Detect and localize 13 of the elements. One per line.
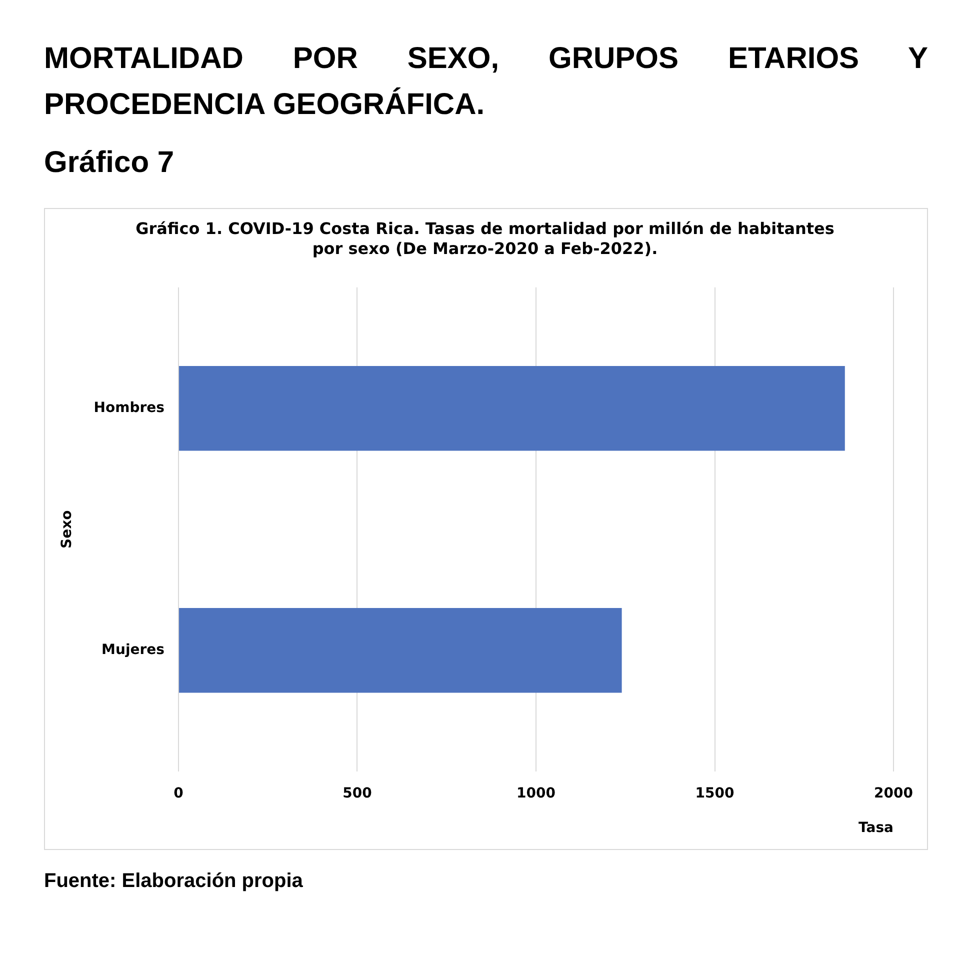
x-tick-label: 1500 (695, 785, 734, 802)
y-tick-label: Mujeres (102, 642, 164, 658)
x-tick-label: 500 (342, 785, 372, 802)
x-tick-label: 2000 (874, 785, 914, 802)
x-axis-title: Tasa (858, 820, 894, 836)
text: MORTALIDAD POR SEXO, GRUPOS ETARIOS Y PROCEDENCIA GEOGRÁFICA. (44, 41, 928, 123)
x-tick-label: 0 (174, 785, 184, 802)
y-axis-title: Sexo (59, 510, 76, 549)
source-note: Fuente: Elaboración propia (44, 870, 303, 893)
y-tick-label: Hombres (94, 400, 164, 416)
chart-title: Gráfico 1. COVID-19 Costa Rica. Tasas de mortalidad por millón de habitantes por sexo (De Marzo-2020 a Feb-2022). (135, 219, 835, 259)
text: Gráfico 7 (44, 146, 174, 180)
x-tick-label: 1000 (516, 785, 556, 802)
